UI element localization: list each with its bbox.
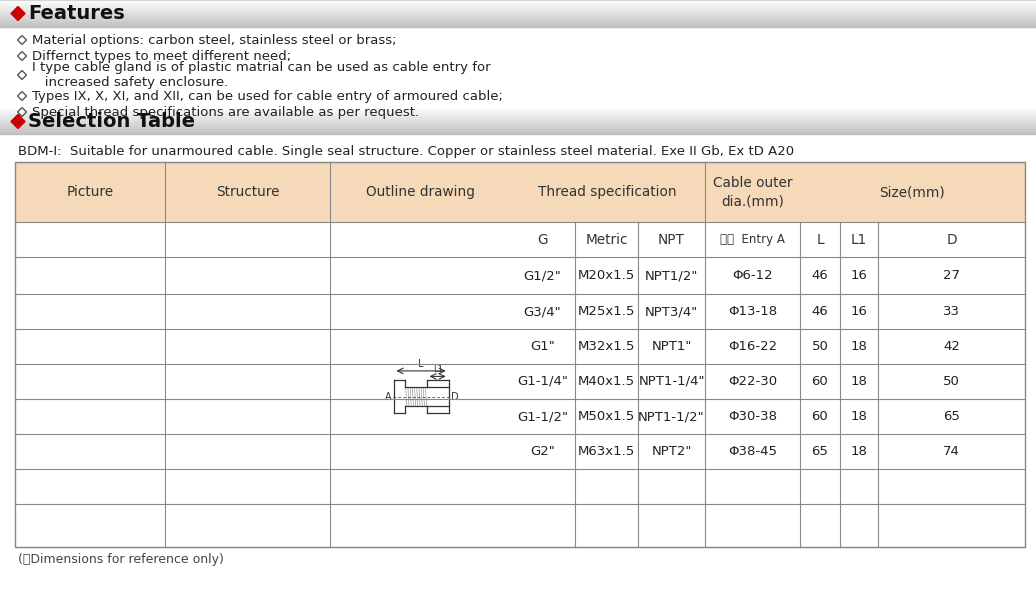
Text: Metric: Metric (585, 233, 628, 247)
Text: G1-1/4": G1-1/4" (517, 375, 568, 388)
Text: D: D (451, 392, 458, 401)
FancyBboxPatch shape (15, 162, 1025, 222)
Text: NPT1-1/4": NPT1-1/4" (638, 375, 704, 388)
FancyBboxPatch shape (15, 222, 1025, 257)
Text: L: L (816, 233, 824, 247)
Text: Selection Table: Selection Table (28, 112, 195, 131)
Text: Φ6-12: Φ6-12 (732, 269, 773, 282)
Text: Φ16-22: Φ16-22 (728, 340, 777, 353)
Text: (（Dimensions for reference only): (（Dimensions for reference only) (18, 553, 224, 567)
Text: 60: 60 (811, 375, 829, 388)
Text: 16: 16 (851, 269, 867, 282)
Text: L1: L1 (433, 365, 442, 374)
Text: Structure: Structure (215, 185, 280, 199)
Text: Types IX, X, XI, and XII, can be used for cable entry of armoured cable;: Types IX, X, XI, and XII, can be used fo… (32, 89, 502, 102)
Text: M63x1.5: M63x1.5 (578, 445, 635, 458)
Text: 42: 42 (943, 340, 960, 353)
Text: 18: 18 (851, 445, 867, 458)
Text: 进线  Entry A: 进线 Entry A (720, 233, 785, 246)
Text: Outline drawing: Outline drawing (366, 185, 474, 199)
Text: 50: 50 (811, 340, 829, 353)
Text: G1": G1" (530, 340, 555, 353)
Text: 50: 50 (943, 375, 960, 388)
Text: M50x1.5: M50x1.5 (578, 410, 635, 423)
Text: L: L (419, 359, 424, 368)
Text: M32x1.5: M32x1.5 (578, 340, 635, 353)
Text: 33: 33 (943, 305, 960, 318)
Text: M20x1.5: M20x1.5 (578, 269, 635, 282)
Text: Material options: carbon steel, stainless steel or brass;: Material options: carbon steel, stainles… (32, 34, 397, 47)
Text: 27: 27 (943, 269, 960, 282)
Text: Size(mm): Size(mm) (880, 185, 946, 199)
Text: I type cable gland is of plastic matrial can be used as cable entry for
   incre: I type cable gland is of plastic matrial… (32, 61, 491, 89)
Text: 46: 46 (811, 269, 829, 282)
Text: NPT1": NPT1" (652, 340, 692, 353)
Text: 60: 60 (811, 410, 829, 423)
Polygon shape (11, 7, 25, 20)
Text: NPT3/4": NPT3/4" (644, 305, 698, 318)
Text: D: D (946, 233, 957, 247)
Text: Cable outer
dia.(mm): Cable outer dia.(mm) (713, 176, 793, 208)
Text: A: A (384, 392, 392, 401)
Text: Φ38-45: Φ38-45 (728, 445, 777, 458)
Text: G3/4": G3/4" (523, 305, 562, 318)
Text: Picture: Picture (66, 185, 114, 199)
Text: NPT1/2": NPT1/2" (644, 269, 698, 282)
Text: Features: Features (28, 4, 124, 23)
Text: G1-1/2": G1-1/2" (517, 410, 568, 423)
Text: Differnct types to meet different need;: Differnct types to meet different need; (32, 50, 291, 62)
FancyBboxPatch shape (0, 0, 1036, 27)
Text: Special thread specifications are available as per request.: Special thread specifications are availa… (32, 105, 420, 119)
Text: Φ13-18: Φ13-18 (728, 305, 777, 318)
Text: M25x1.5: M25x1.5 (578, 305, 635, 318)
Text: G1/2": G1/2" (523, 269, 562, 282)
Text: L1: L1 (851, 233, 867, 247)
Text: BDM-I:  Suitable for unarmoured cable. Single seal structure. Copper or stainles: BDM-I: Suitable for unarmoured cable. Si… (18, 144, 795, 157)
Text: 18: 18 (851, 410, 867, 423)
Text: NPT1-1/2": NPT1-1/2" (638, 410, 704, 423)
Text: 16: 16 (851, 305, 867, 318)
Text: G2": G2" (530, 445, 555, 458)
Text: 46: 46 (811, 305, 829, 318)
Text: NPT2": NPT2" (652, 445, 692, 458)
Text: NPT: NPT (658, 233, 685, 247)
Text: M40x1.5: M40x1.5 (578, 375, 635, 388)
Text: Thread specification: Thread specification (538, 185, 677, 199)
Text: 65: 65 (943, 410, 960, 423)
Text: 18: 18 (851, 375, 867, 388)
Polygon shape (11, 114, 25, 129)
Text: 74: 74 (943, 445, 960, 458)
Text: G: G (538, 233, 548, 247)
Text: Φ22-30: Φ22-30 (728, 375, 777, 388)
Text: 18: 18 (851, 340, 867, 353)
Text: 65: 65 (811, 445, 829, 458)
Text: Φ30-38: Φ30-38 (728, 410, 777, 423)
